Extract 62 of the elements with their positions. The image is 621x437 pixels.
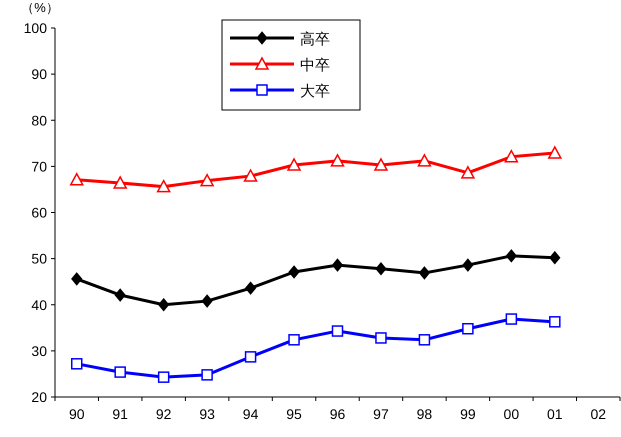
point [332, 258, 343, 272]
y-tick-label: 20 [31, 389, 48, 405]
x-tick-label: 01 [547, 406, 563, 422]
point [375, 262, 386, 276]
point [462, 322, 474, 334]
point [549, 251, 560, 264]
y-tick-label: 40 [31, 296, 48, 313]
point [114, 366, 126, 378]
y-tick-label: 50 [31, 250, 48, 267]
y-axis-title: （%） [21, 0, 59, 15]
point [113, 176, 127, 189]
point [374, 158, 388, 171]
legend-label: 高卒 [300, 31, 330, 48]
x-tick-label: 95 [286, 406, 302, 422]
x-tick-label: 92 [156, 406, 172, 422]
point [200, 174, 214, 186]
y-tick-label: 80 [31, 112, 48, 128]
legend-label: 中卒 [300, 57, 330, 74]
point [418, 334, 430, 346]
point [461, 166, 475, 179]
point [418, 154, 432, 167]
point [201, 369, 213, 381]
point [462, 258, 474, 272]
point [287, 158, 301, 171]
x-tick-label: 93 [199, 406, 216, 422]
point [71, 272, 82, 286]
point [158, 298, 170, 312]
x-tick-label: 97 [373, 406, 389, 422]
point [330, 154, 344, 167]
x-tick-label: 91 [112, 406, 128, 422]
y-tick-label: 100 [24, 20, 48, 36]
y-tick-label: 90 [31, 66, 48, 82]
x-tick-label: 00 [504, 406, 520, 422]
legend-label: 大卒 [300, 83, 330, 100]
point [506, 313, 518, 325]
y-tick-label: 70 [31, 158, 48, 174]
point [288, 334, 300, 346]
x-tick-label: 94 [242, 406, 259, 422]
point [506, 249, 517, 262]
point [504, 150, 518, 162]
point [288, 266, 300, 278]
point [244, 351, 256, 363]
point [245, 282, 256, 295]
point [70, 173, 84, 186]
y-tick-label: 30 [31, 342, 48, 359]
point [332, 325, 344, 337]
point [418, 266, 430, 280]
point [549, 316, 561, 328]
y-tick-label: 60 [31, 204, 48, 220]
point [70, 358, 82, 370]
x-tick-label: 96 [330, 406, 346, 422]
x-tick-label: 90 [68, 406, 85, 422]
x-tick-label: 98 [416, 406, 432, 422]
point [202, 294, 213, 308]
point [375, 332, 387, 344]
point [114, 288, 126, 302]
point [156, 180, 170, 192]
point [158, 371, 170, 383]
point [548, 146, 562, 159]
x-tick-label: 99 [460, 406, 476, 422]
x-tick-label: 02 [590, 406, 606, 422]
point [244, 169, 258, 182]
